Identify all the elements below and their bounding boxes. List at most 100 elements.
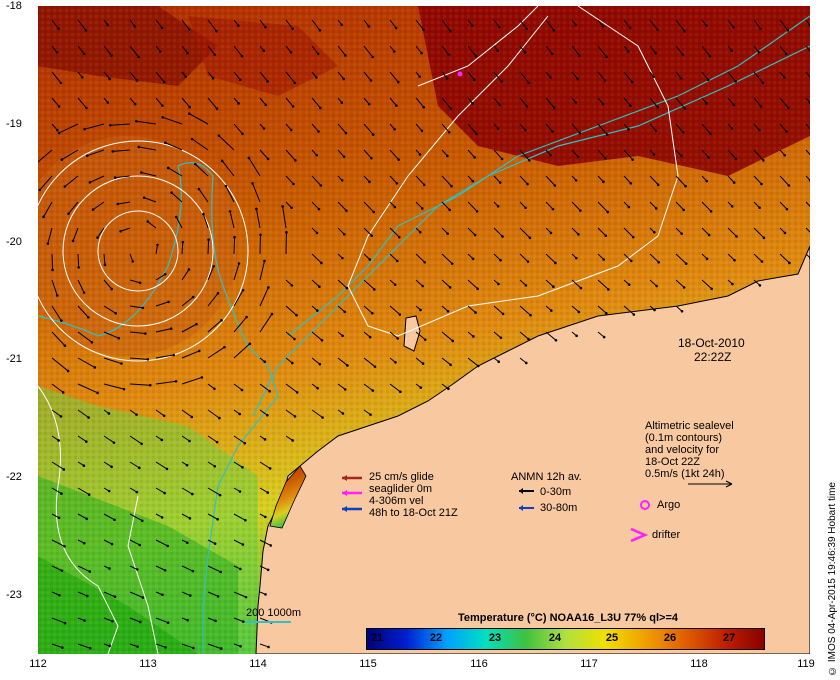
velocity-arrow-head: [684, 184, 687, 188]
x-tick-label: 117: [580, 658, 598, 670]
velocity-arrow: [805, 227, 810, 233]
velocity-arrow: [51, 409, 62, 417]
velocity-arrow-head: [268, 467, 272, 470]
velocity-arrow-head: [709, 210, 713, 213]
velocity-arrow-head: [762, 236, 766, 240]
velocity-arrow-head: [165, 467, 169, 471]
velocity-arrow-head: [120, 362, 123, 365]
velocity-arrow-head: [470, 24, 474, 27]
x-tick-label: 118: [690, 658, 708, 670]
velocity-arrow: [47, 227, 53, 244]
velocity-arrow-head: [787, 184, 791, 187]
velocity-arrow: [701, 279, 712, 290]
velocity-arrow: [207, 383, 215, 390]
velocity-arrow-head: [340, 179, 344, 182]
velocity-arrow: [51, 643, 63, 649]
velocity-arrow: [248, 157, 261, 177]
velocity-arrow-head: [761, 81, 765, 85]
velocity-arrow-head: [550, 52, 554, 56]
velocity-arrow-head: [320, 261, 323, 265]
velocity-arrow-head: [448, 208, 451, 212]
velocity-arrow-head: [471, 179, 475, 183]
velocity-arrow-head: [529, 313, 532, 317]
velocity-arrow: [337, 149, 345, 158]
velocity-arrow-head: [344, 54, 347, 57]
velocity-arrow: [597, 175, 604, 183]
velocity-arrow: [181, 409, 193, 418]
velocity-arrow: [51, 305, 62, 321]
velocity-arrow-head: [59, 81, 63, 85]
drifter-legend-icon: [630, 527, 649, 543]
velocity-arrow-head: [420, 207, 424, 210]
velocity-arrow-head: [601, 25, 605, 28]
velocity-arrow-head: [554, 339, 558, 342]
velocity-arrow-head: [188, 439, 191, 443]
velocity-arrow: [233, 617, 244, 623]
velocity-arrow: [233, 591, 247, 598]
velocity-arrow-head: [705, 102, 708, 105]
velocity-arrow-head: [161, 593, 164, 597]
velocity-arrow: [441, 383, 449, 390]
velocity-arrow-head: [211, 76, 215, 80]
velocity-arrow: [259, 643, 269, 648]
velocity-arrow-head: [498, 25, 501, 29]
velocity-arrow-head: [759, 27, 762, 31]
velocity-arrow-head: [369, 79, 373, 82]
velocity-arrow: [285, 409, 296, 417]
velocity-arrow-head: [449, 107, 453, 111]
velocity-arrow-head: [315, 231, 319, 235]
velocity-arrow: [467, 305, 476, 313]
velocity-arrow-head: [83, 127, 86, 131]
velocity-arrow-head: [554, 261, 557, 265]
velocity-arrow-head: [787, 106, 790, 110]
velocity-arrow: [285, 435, 293, 441]
velocity-arrow-head: [575, 334, 578, 338]
altimetry-legend-line: Altimetric sealevel: [645, 420, 734, 432]
velocity-arrow: [389, 97, 397, 106]
velocity-arrow-head: [476, 287, 479, 291]
velocity-arrow-head: [85, 517, 89, 521]
velocity-arrow: [129, 45, 140, 58]
velocity-arrow: [155, 487, 165, 494]
velocity-arrow: [181, 350, 200, 359]
velocity-arrow-head: [394, 361, 397, 364]
velocity-arrow: [675, 19, 685, 32]
isobath-legend-line: [245, 621, 291, 623]
velocity-arrow-head: [473, 78, 476, 82]
velocity-arrow-head: [236, 24, 240, 27]
velocity-arrow-head: [630, 80, 634, 84]
velocity-arrow-head: [240, 54, 244, 58]
velocity-arrow: [727, 227, 737, 237]
velocity-arrow: [259, 97, 267, 106]
velocity-arrow: [129, 513, 143, 522]
velocity-arrow-head: [501, 312, 505, 316]
velocity-arrow-head: [445, 76, 449, 80]
velocity-arrow: [181, 513, 191, 519]
velocity-arrow: [623, 305, 635, 315]
velocity-arrow-head: [166, 621, 170, 625]
velocity-arrow: [233, 71, 241, 81]
velocity-arrow: [727, 71, 736, 82]
glider-legend-arrows: [342, 475, 362, 512]
velocity-arrow: [753, 253, 763, 262]
velocity-arrow: [282, 206, 287, 229]
velocity-arrow-head: [397, 235, 401, 239]
y-tick-label: -21: [6, 353, 22, 365]
velocity-arrow: [51, 71, 62, 84]
velocity-arrow: [519, 149, 530, 161]
velocity-arrow: [51, 279, 58, 296]
velocity-arrow-head: [263, 259, 266, 263]
velocity-arrow: [545, 175, 556, 186]
velocity-arrow-head: [786, 29, 790, 32]
velocity-arrow-head: [187, 268, 191, 271]
velocity-arrow: [143, 197, 157, 203]
velocity-arrow-head: [289, 128, 293, 132]
velocity-arrow: [207, 346, 225, 359]
velocity-arrow: [51, 461, 65, 470]
velocity-arrow-head: [372, 210, 376, 214]
velocity-arrow: [337, 305, 346, 313]
altimetry-legend-line: (0.1m contours): [645, 432, 723, 444]
velocity-arrow-head: [140, 442, 143, 446]
velocity-arrow: [129, 409, 137, 416]
velocity-arrow: [252, 183, 261, 203]
